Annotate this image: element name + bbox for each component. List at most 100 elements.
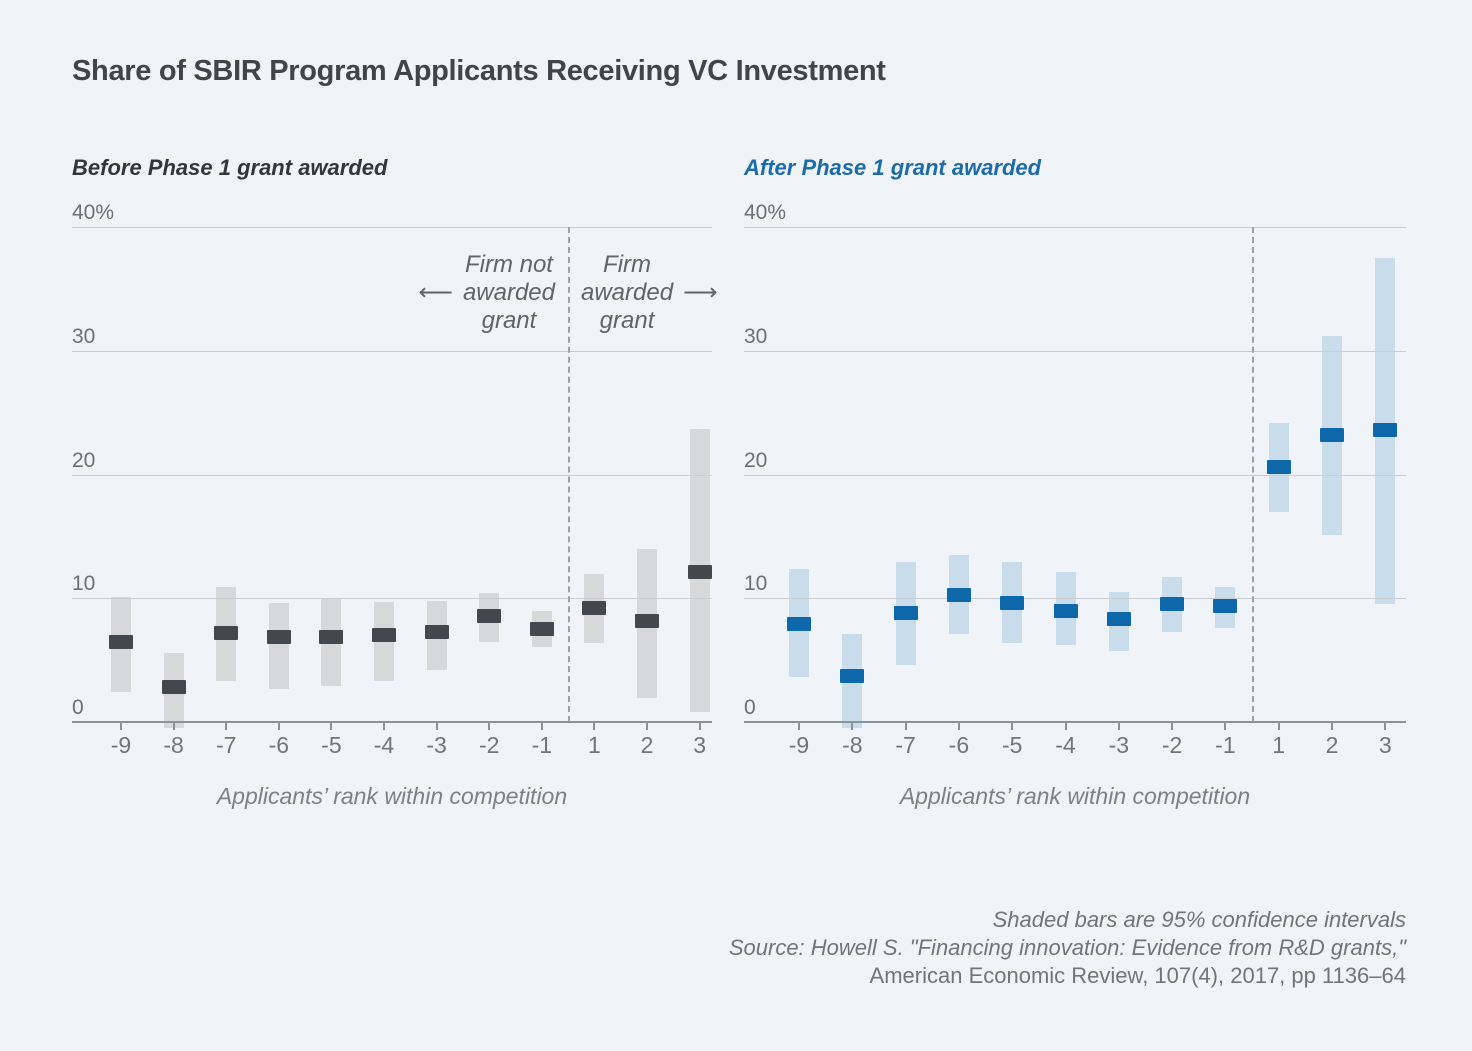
x-tick-label-3: 3	[1378, 732, 1392, 758]
y-tick-label-10: 10	[72, 572, 96, 596]
ci-bar--6	[268, 603, 289, 689]
point-estimate--5	[1000, 596, 1025, 611]
x-tick-label--7: -7	[215, 732, 237, 758]
x-tick-label-1: 1	[1272, 732, 1286, 758]
x-tick-label--1: -1	[1215, 732, 1236, 758]
x-tick-label--4: -4	[1055, 732, 1076, 758]
x-tick-label--6: -6	[268, 732, 290, 758]
x-tick-label-1: 1	[587, 732, 601, 758]
point-estimate--7	[893, 606, 918, 621]
x-tick--2	[488, 722, 491, 730]
annotation-line: Firm	[603, 251, 652, 278]
x-tick-label--4: -4	[373, 732, 395, 758]
gridline-30	[72, 350, 712, 352]
x-tick-2	[1331, 722, 1333, 730]
annotation-line: awarded	[581, 279, 674, 306]
x-tick-label--1: -1	[531, 732, 553, 758]
point-estimate--7	[214, 625, 239, 640]
footnote-line: American Economic Review, 107(4), 2017, …	[869, 963, 1406, 988]
point-estimate--8	[161, 680, 186, 695]
x-tick-label--2: -2	[478, 732, 500, 758]
gridline-0	[72, 721, 712, 723]
point-estimate--1	[1213, 598, 1238, 613]
footnote-line: Shaded bars are 95% confidence intervals	[992, 907, 1406, 932]
gridline-0	[744, 721, 1406, 723]
gridline-20	[72, 474, 712, 476]
y-tick-label-40: 40%	[72, 201, 115, 224]
x-tick-label--9: -9	[110, 732, 132, 758]
y-tick-label-30: 30	[744, 324, 768, 348]
x-tick--7	[225, 722, 228, 730]
gridline-20	[744, 474, 1406, 476]
x-tick-label--2: -2	[1161, 732, 1183, 758]
x-tick--8	[172, 722, 175, 730]
x-tick--6	[957, 722, 960, 730]
x-tick--3	[1117, 722, 1120, 730]
panel-after-title: After Phase 1 grant awarded	[744, 155, 1042, 180]
x-tick-3	[1384, 722, 1387, 730]
y-tick-label-20: 20	[72, 448, 96, 472]
point-estimate-2	[1320, 427, 1344, 442]
annotation-not-awarded: Firm not ⟵ awarded grant	[419, 251, 555, 335]
annotation-line: awarded	[462, 279, 555, 306]
x-tick--9	[798, 722, 800, 730]
gridline-30	[744, 350, 1406, 352]
x-tick-label--6: -6	[948, 732, 970, 758]
point-estimate--6	[266, 629, 291, 644]
x-tick--1	[1224, 722, 1227, 730]
point-estimate--6	[946, 587, 971, 602]
x-tick-3	[698, 722, 701, 730]
x-tick--4	[383, 722, 385, 730]
x-tick--3	[435, 722, 438, 730]
left-arrow-icon: ⟵	[418, 279, 453, 306]
gridline-10	[744, 598, 1406, 600]
right-arrow-icon: ⟶	[683, 279, 718, 306]
x-tick--5	[1011, 722, 1014, 730]
point-estimate--5	[319, 629, 344, 644]
point-estimate-3	[1373, 422, 1398, 437]
x-tick-label--3: -3	[426, 732, 447, 758]
x-tick--2	[1171, 722, 1174, 730]
x-tick-label--5: -5	[1001, 732, 1023, 758]
point-estimate--9	[787, 617, 811, 632]
x-tick-label--8: -8	[163, 732, 184, 758]
point-estimate--2	[477, 608, 502, 623]
x-tick-label-2: 2	[640, 732, 654, 758]
point-estimate-1	[1266, 460, 1291, 475]
x-tick--1	[540, 722, 543, 730]
annotation-awarded: Firm awarded ⟶ grant	[581, 251, 717, 335]
point-estimate--4	[1053, 603, 1078, 618]
award-divider	[1252, 227, 1255, 722]
gridline-10	[72, 598, 712, 600]
x-tick-label-3: 3	[693, 732, 706, 758]
x-tick-1	[593, 722, 596, 730]
point-estimate--3	[1106, 612, 1131, 627]
figure-title: Share of SBIR Program Applicants Receivi…	[72, 55, 886, 87]
point-estimate-1	[582, 601, 607, 616]
point-estimate-3	[687, 565, 712, 580]
x-axis-caption: Applicants’ rank within competition	[216, 783, 568, 809]
point-estimate--4	[372, 628, 396, 643]
point-estimate--1	[529, 622, 554, 637]
x-tick-1	[1277, 722, 1280, 730]
x-tick-label-2: 2	[1325, 732, 1339, 758]
x-tick--9	[120, 722, 122, 730]
point-estimate--8	[840, 669, 865, 684]
award-divider	[568, 227, 571, 722]
x-tick--6	[277, 722, 280, 730]
source-note: Shaded bars are 95% confidence intervals…	[729, 906, 1406, 990]
gridline-40	[72, 227, 712, 228]
panel-before-plot: Firm not ⟵ awarded grant Firm awarded ⟶ gr…	[72, 201, 717, 758]
panel-before-title: Before Phase 1 grant awarded	[72, 155, 388, 180]
y-tick-label-0: 0	[744, 696, 756, 719]
x-tick-label--8: -8	[842, 732, 863, 758]
x-tick--5	[330, 722, 333, 730]
y-tick-label-0: 0	[72, 696, 84, 719]
annotation-line: grant	[481, 307, 537, 334]
x-axis-caption: Applicants’ rank within competition	[899, 783, 1251, 809]
point-estimate-2	[635, 613, 659, 628]
point-estimate--3	[424, 624, 449, 639]
x-tick-label--7: -7	[895, 732, 916, 758]
x-tick--7	[904, 722, 907, 730]
